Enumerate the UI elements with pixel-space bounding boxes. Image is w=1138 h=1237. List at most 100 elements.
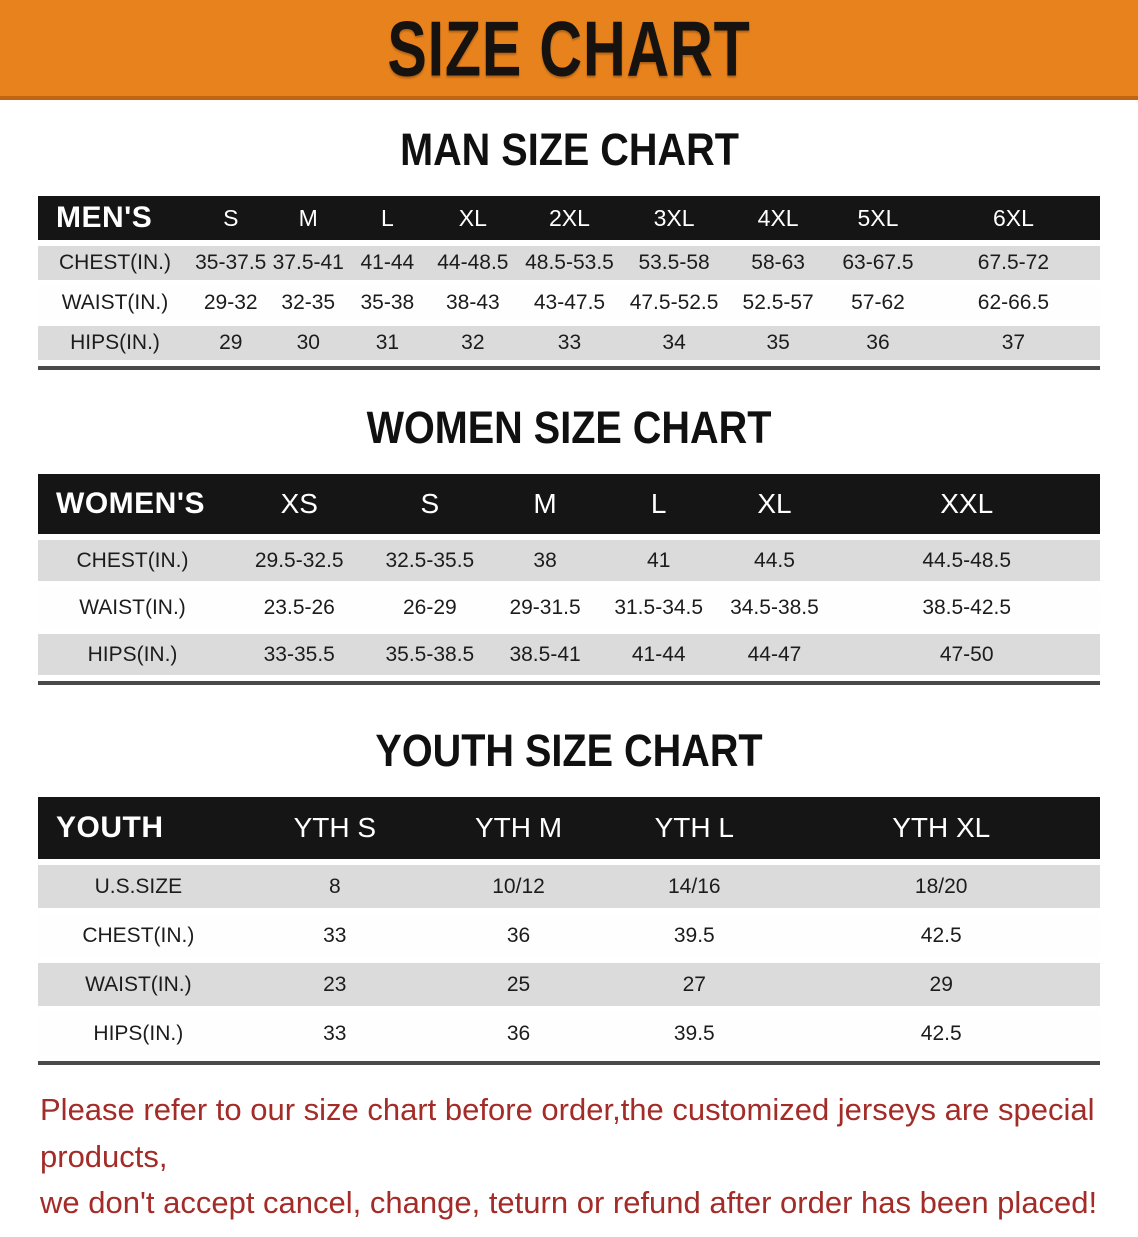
measurement-cell: 52.5-57 bbox=[727, 286, 830, 320]
men-size-table: MEN'S S M L XL 2XL 3XL 4XL 5XL 6XL CHEST(IN.) 35-37… bbox=[38, 190, 1100, 370]
table-corner-label: MEN'S bbox=[38, 196, 192, 240]
size-column-header: YTH L bbox=[606, 797, 783, 859]
size-header-row: YOUTH YTH S YTH M YTH L YTH XL bbox=[38, 797, 1100, 859]
size-column-header: 4XL bbox=[727, 196, 830, 240]
measurement-cell: 30 bbox=[269, 326, 348, 360]
youth-section-title: YOUTH SIZE CHART bbox=[38, 725, 1100, 777]
size-column-header: YTH XL bbox=[782, 797, 1100, 859]
row-label: WAIST(IN.) bbox=[38, 963, 239, 1006]
measurement-cell: 63-67.5 bbox=[829, 246, 927, 280]
table-row: CHEST(IN.) 35-37.5 37.5-41 41-44 44-48.5 48.5… bbox=[38, 246, 1100, 280]
measurement-cell: 36 bbox=[430, 914, 607, 957]
measurement-cell: 26-29 bbox=[371, 587, 489, 628]
table-row: WAIST(IN.) 29-32 32-35 35-38 38-43 43-47.5 47.… bbox=[38, 286, 1100, 320]
youth-section-title-text: YOUTH SIZE CHART bbox=[375, 725, 763, 776]
size-column-header: XL bbox=[715, 474, 834, 534]
size-column-header: XL bbox=[427, 196, 518, 240]
size-column-header: L bbox=[347, 196, 428, 240]
measurement-cell: 25 bbox=[430, 963, 607, 1006]
measurement-cell: 37.5-41 bbox=[269, 246, 348, 280]
measurement-cell: 44.5-48.5 bbox=[833, 540, 1100, 581]
women-section-title-text: WOMEN SIZE CHART bbox=[366, 402, 772, 453]
row-label: WAIST(IN.) bbox=[38, 587, 228, 628]
table-row: HIPS(IN.) 33-35.5 35.5-38.5 38.5-41 41-44 44-… bbox=[38, 634, 1100, 675]
measurement-cell: 67.5-72 bbox=[926, 246, 1100, 280]
measurement-cell: 47-50 bbox=[833, 634, 1100, 675]
row-label: WAIST(IN.) bbox=[38, 286, 192, 320]
women-section-title: WOMEN SIZE CHART bbox=[38, 402, 1100, 454]
section-youth: YOUTH SIZE CHART YOUTH YTH S YTH M YTH L YTH… bbox=[38, 725, 1100, 1065]
measurement-cell: 14/16 bbox=[606, 865, 783, 908]
table-row: HIPS(IN.) 29 30 31 32 33 34 35 36 37 bbox=[38, 326, 1100, 360]
size-column-header: YTH M bbox=[430, 797, 607, 859]
measurement-cell: 44-48.5 bbox=[427, 246, 518, 280]
size-header-row: MEN'S S M L XL 2XL 3XL 4XL 5XL 6XL bbox=[38, 196, 1100, 240]
measurement-cell: 29-31.5 bbox=[488, 587, 602, 628]
measurement-cell: 27 bbox=[606, 963, 783, 1006]
men-section-title: MAN SIZE CHART bbox=[38, 124, 1100, 176]
size-column-header: 6XL bbox=[926, 196, 1100, 240]
disclaimer-line-1: Please refer to our size chart before or… bbox=[40, 1092, 1095, 1174]
measurement-cell: 34 bbox=[620, 326, 728, 360]
measurement-cell: 35-37.5 bbox=[191, 246, 270, 280]
table-row: CHEST(IN.) 29.5-32.5 32.5-35.5 38 41 44.5 44.5… bbox=[38, 540, 1100, 581]
size-column-header: 2XL bbox=[517, 196, 621, 240]
row-label: CHEST(IN.) bbox=[38, 246, 192, 280]
measurement-cell: 42.5 bbox=[782, 1012, 1100, 1055]
youth-size-table: YOUTH YTH S YTH M YTH L YTH XL U.S.SIZE 8 10/12… bbox=[38, 791, 1100, 1065]
measurement-cell: 33-35.5 bbox=[227, 634, 372, 675]
row-label: U.S.SIZE bbox=[38, 865, 239, 908]
measurement-cell: 18/20 bbox=[782, 865, 1100, 908]
measurement-cell: 29.5-32.5 bbox=[227, 540, 372, 581]
measurement-cell: 41-44 bbox=[601, 634, 716, 675]
size-column-header: S bbox=[191, 196, 270, 240]
measurement-cell: 8 bbox=[238, 865, 431, 908]
measurement-cell: 44-47 bbox=[715, 634, 834, 675]
measurement-cell: 31.5-34.5 bbox=[601, 587, 716, 628]
measurement-cell: 38-43 bbox=[427, 286, 518, 320]
measurement-cell: 29-32 bbox=[191, 286, 270, 320]
size-chart-banner: SIZE CHART bbox=[0, 0, 1138, 100]
measurement-cell: 35-38 bbox=[347, 286, 428, 320]
measurement-cell: 42.5 bbox=[782, 914, 1100, 957]
measurement-cell: 32 bbox=[427, 326, 518, 360]
row-label: HIPS(IN.) bbox=[38, 634, 228, 675]
size-column-header: XXL bbox=[833, 474, 1100, 534]
measurement-cell: 29 bbox=[191, 326, 270, 360]
measurement-cell: 31 bbox=[347, 326, 428, 360]
size-column-header: M bbox=[488, 474, 602, 534]
measurement-cell: 23 bbox=[238, 963, 431, 1006]
disclaimer-line-2: we don't accept cancel, change, teturn o… bbox=[40, 1185, 1098, 1220]
measurement-cell: 34.5-38.5 bbox=[715, 587, 834, 628]
table-corner-label: YOUTH bbox=[38, 797, 239, 859]
banner-title: SIZE CHART bbox=[387, 4, 751, 92]
measurement-cell: 32.5-35.5 bbox=[371, 540, 489, 581]
measurement-cell: 36 bbox=[430, 1012, 607, 1055]
measurement-cell: 44.5 bbox=[715, 540, 834, 581]
table-row: U.S.SIZE 8 10/12 14/16 18/20 bbox=[38, 865, 1100, 908]
measurement-cell: 35.5-38.5 bbox=[371, 634, 489, 675]
size-chart-content: MAN SIZE CHART MEN'S S M L XL 2XL 3XL 4XL 5XL 6XL… bbox=[0, 124, 1138, 1065]
measurement-cell: 23.5-26 bbox=[227, 587, 372, 628]
measurement-cell: 38.5-41 bbox=[488, 634, 602, 675]
measurement-cell: 57-62 bbox=[829, 286, 927, 320]
measurement-cell: 33 bbox=[238, 1012, 431, 1055]
measurement-cell: 43-47.5 bbox=[517, 286, 621, 320]
measurement-cell: 38.5-42.5 bbox=[833, 587, 1100, 628]
measurement-cell: 38 bbox=[488, 540, 602, 581]
size-column-header: L bbox=[601, 474, 716, 534]
women-size-table: WOMEN'S XS S M L XL XXL CHEST(IN.) 29.5-32.5 32.5… bbox=[38, 468, 1100, 685]
measurement-cell: 41-44 bbox=[347, 246, 428, 280]
table-row: HIPS(IN.) 33 36 39.5 42.5 bbox=[38, 1012, 1100, 1055]
measurement-cell: 62-66.5 bbox=[926, 286, 1100, 320]
men-section-title-text: MAN SIZE CHART bbox=[399, 124, 739, 175]
measurement-cell: 33 bbox=[517, 326, 621, 360]
size-column-header: 5XL bbox=[829, 196, 927, 240]
size-header-row: WOMEN'S XS S M L XL XXL bbox=[38, 474, 1100, 534]
row-label: HIPS(IN.) bbox=[38, 1012, 239, 1055]
measurement-cell: 41 bbox=[601, 540, 716, 581]
disclaimer: Please refer to our size chart before or… bbox=[0, 1087, 1138, 1227]
measurement-cell: 39.5 bbox=[606, 1012, 783, 1055]
measurement-cell: 35 bbox=[727, 326, 830, 360]
measurement-cell: 39.5 bbox=[606, 914, 783, 957]
